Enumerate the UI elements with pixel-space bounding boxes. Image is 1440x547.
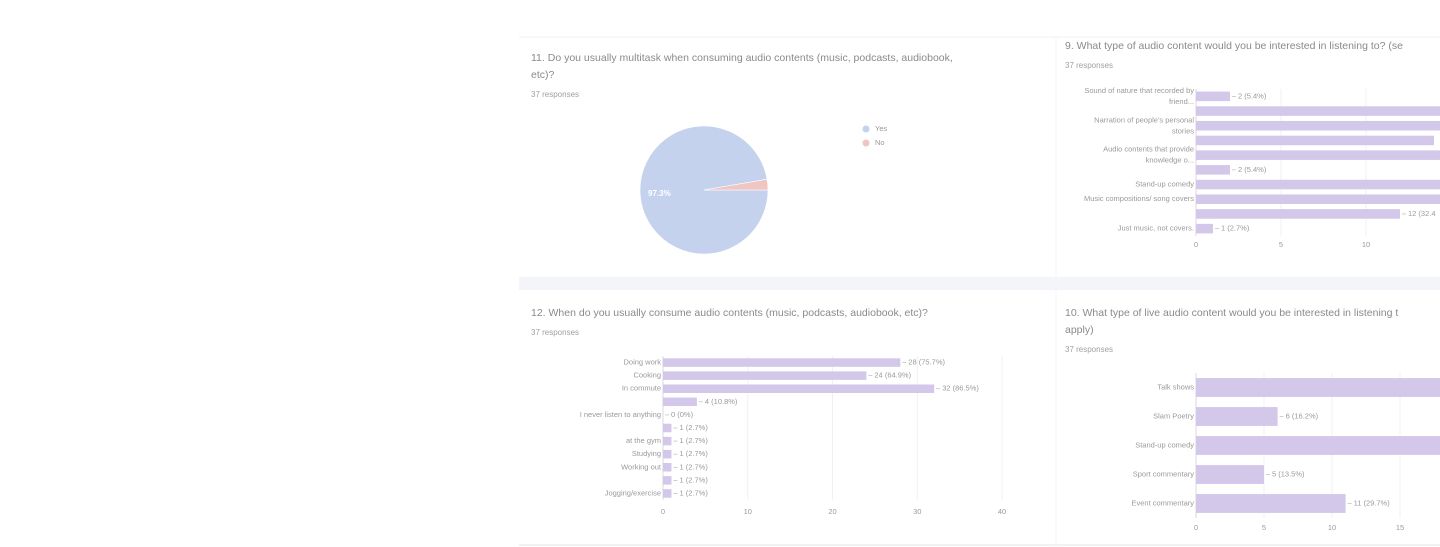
x-tick-label: 10	[744, 507, 752, 516]
value-label: 24 (64.9%)	[874, 371, 911, 380]
bar	[1196, 135, 1434, 146]
x-tick-label: 20	[828, 507, 836, 516]
bar	[1196, 494, 1346, 513]
y-tick-label: at the gym	[626, 436, 661, 445]
y-tick-label: Just music, not covers.	[1118, 224, 1194, 233]
value-label: 1 (2.7%)	[679, 436, 708, 445]
bar	[1196, 436, 1440, 455]
chart-subtitle: 37 responses	[1065, 61, 1113, 70]
value-label: 1 (2.7%)	[679, 488, 708, 497]
value-label: 5 (13.5%)	[1272, 469, 1305, 478]
bar	[1196, 179, 1440, 190]
value-label: 12 (32.4	[1408, 209, 1436, 218]
x-tick-label: 5	[1262, 523, 1266, 532]
y-tick-label: Jogging/exercise	[605, 488, 661, 497]
bar	[1196, 120, 1440, 131]
value-label: 1 (2.7%)	[1221, 224, 1250, 233]
bar	[1196, 465, 1264, 484]
y-tick-label: Talk shows	[1157, 382, 1194, 391]
legend-swatch	[862, 125, 870, 133]
value-label: 1 (2.7%)	[679, 462, 708, 471]
y-tick-label: In commute	[622, 384, 661, 393]
value-label: 4 (10.8%)	[705, 397, 738, 406]
bar	[663, 489, 672, 498]
y-tick-label: Event commentary	[1131, 498, 1194, 507]
bar	[1196, 407, 1278, 426]
bar	[1196, 378, 1440, 397]
y-tick-label: Cooking	[633, 371, 661, 380]
legend-swatch	[862, 139, 870, 147]
bar	[663, 449, 672, 459]
chart-title: etc)?	[531, 69, 555, 81]
x-tick-label: 10	[1362, 240, 1370, 249]
y-tick-label: Sound of nature that recorded by friend..…	[1084, 86, 1194, 106]
x-tick-label: 0	[661, 507, 665, 516]
chart-subtitle: 37 responses	[531, 328, 579, 337]
chart-title: 9. What type of audio content would you …	[1065, 40, 1403, 52]
y-tick-label: Working out	[621, 462, 662, 471]
chart-title: 12. When do you usually consume audio co…	[531, 307, 928, 319]
bar	[663, 384, 935, 393]
x-tick-label: 10	[1328, 523, 1336, 532]
value-label: 2 (5.4%)	[1238, 91, 1267, 100]
chart-subtitle: 37 responses	[531, 90, 579, 99]
bar	[663, 423, 672, 433]
y-tick-label: Stand-up comedy	[1135, 180, 1194, 189]
y-tick-label: Narration of people's personal stories	[1094, 115, 1194, 135]
bar	[663, 476, 672, 485]
y-tick-label: Audio contents that provide knowledge o..…	[1103, 145, 1194, 165]
bar	[663, 358, 901, 367]
bar	[663, 371, 867, 380]
bar	[1196, 194, 1440, 205]
bar	[663, 397, 697, 407]
bar	[1196, 209, 1400, 219]
card-gap	[519, 277, 1440, 290]
value-label: 11 (29.7%)	[1354, 498, 1391, 507]
value-label: 0 (0%)	[671, 410, 694, 419]
value-label: 1 (2.7%)	[679, 423, 708, 432]
value-label: 1 (2.7%)	[679, 449, 708, 458]
y-tick-label: Sport commentary	[1133, 469, 1195, 478]
value-label: 32 (86.5%)	[942, 384, 979, 393]
value-label: 1 (2.7%)	[679, 475, 708, 484]
bar	[663, 463, 672, 472]
chart-title: 10. What type of live audio content woul…	[1065, 307, 1398, 319]
bar	[1196, 150, 1440, 160]
x-tick-label: 0	[1194, 240, 1198, 249]
value-label: 6 (16.2%)	[1286, 411, 1319, 420]
x-tick-label: 0	[1194, 523, 1198, 532]
y-tick-label: Stand-up comedy	[1135, 440, 1194, 449]
x-tick-label: 30	[913, 507, 921, 516]
value-label: 28 (75.7%)	[908, 358, 945, 367]
bar	[1196, 91, 1230, 102]
y-tick-label: Slam Poetry	[1153, 411, 1194, 420]
chart-title: apply)	[1065, 324, 1094, 336]
bar	[663, 436, 672, 446]
pie-slice	[703, 178, 769, 191]
chart-title: 11. Do you usually multitask when consum…	[531, 52, 953, 64]
bar	[1196, 223, 1213, 234]
legend-label: No	[875, 138, 885, 147]
y-tick-label: Music compositions/ song covers	[1084, 194, 1194, 203]
y-tick-label: Doing work	[623, 358, 661, 367]
bar	[1196, 106, 1440, 116]
legend-label: Yes	[875, 124, 887, 133]
bar	[1196, 165, 1230, 175]
x-tick-label: 15	[1396, 523, 1404, 532]
value-label: 2 (5.4%)	[1238, 165, 1267, 174]
x-tick-label: 5	[1279, 240, 1283, 249]
x-tick-label: 40	[998, 507, 1006, 516]
slice-label: 97.3%	[648, 189, 671, 198]
y-tick-label: Studying	[632, 449, 661, 458]
y-tick-label: I never listen to anything	[580, 410, 661, 419]
chart-subtitle: 37 responses	[1065, 345, 1113, 354]
